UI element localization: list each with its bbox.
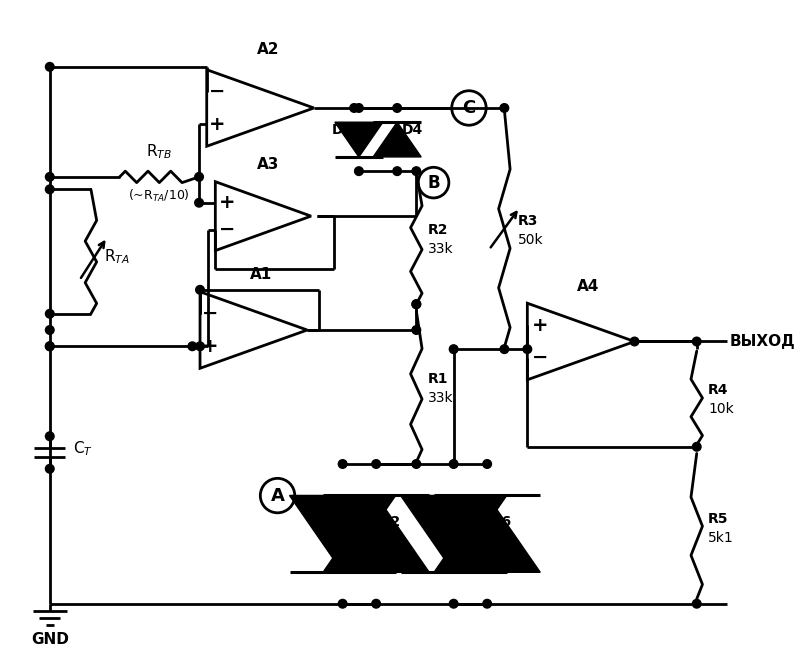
Text: D6: D6 (491, 516, 512, 529)
Circle shape (46, 309, 54, 318)
Text: −: − (209, 82, 226, 101)
Text: A: A (270, 486, 285, 504)
Text: −: − (218, 220, 235, 239)
Circle shape (46, 465, 54, 473)
Text: R4: R4 (708, 383, 729, 397)
Circle shape (412, 167, 421, 175)
Text: A4: A4 (578, 279, 600, 293)
Circle shape (354, 167, 363, 175)
Text: 10k: 10k (708, 403, 734, 416)
Circle shape (46, 432, 54, 440)
Text: D2: D2 (380, 516, 401, 529)
Circle shape (450, 600, 458, 608)
Text: +: + (209, 115, 226, 134)
Text: R3: R3 (518, 214, 538, 228)
Circle shape (483, 600, 491, 608)
Text: D5: D5 (430, 516, 452, 529)
Circle shape (693, 600, 701, 608)
Circle shape (693, 337, 701, 346)
Polygon shape (335, 122, 383, 157)
Text: 50k: 50k (518, 233, 543, 247)
Text: D3: D3 (332, 123, 353, 137)
Text: C: C (462, 99, 475, 117)
Circle shape (194, 173, 203, 181)
Circle shape (412, 326, 421, 334)
Polygon shape (373, 122, 421, 157)
Text: A1: A1 (250, 267, 272, 282)
Text: B: B (427, 174, 440, 192)
Text: +: + (531, 316, 548, 334)
Text: C$_T$: C$_T$ (73, 440, 93, 458)
Circle shape (450, 459, 458, 468)
Circle shape (393, 104, 402, 112)
Text: +: + (218, 193, 235, 212)
Circle shape (46, 63, 54, 71)
Text: R1: R1 (428, 372, 448, 386)
Text: +: + (202, 337, 218, 356)
Circle shape (354, 104, 363, 112)
Text: (~R$_{TA}$/10): (~R$_{TA}$/10) (129, 188, 190, 204)
Circle shape (46, 326, 54, 334)
Text: R$_{TB}$: R$_{TB}$ (146, 142, 172, 161)
Text: R$_{TA}$: R$_{TA}$ (104, 247, 130, 266)
Circle shape (450, 345, 458, 354)
Circle shape (350, 104, 358, 112)
Text: A3: A3 (257, 157, 279, 172)
Circle shape (372, 600, 381, 608)
Circle shape (188, 342, 197, 350)
Circle shape (500, 345, 509, 354)
Text: −: − (202, 304, 218, 323)
Text: R2: R2 (428, 223, 448, 237)
Text: R5: R5 (708, 512, 729, 525)
Circle shape (412, 300, 421, 309)
Circle shape (46, 342, 54, 350)
Circle shape (338, 600, 347, 608)
Circle shape (46, 342, 54, 350)
Polygon shape (323, 496, 430, 572)
Circle shape (630, 337, 639, 346)
Circle shape (412, 300, 421, 309)
Circle shape (372, 459, 381, 468)
Circle shape (523, 345, 532, 354)
Text: ВЫХОД: ВЫХОД (730, 334, 795, 349)
Text: D1: D1 (318, 516, 338, 529)
Text: A2: A2 (257, 42, 279, 58)
Circle shape (338, 459, 347, 468)
Circle shape (500, 104, 509, 112)
Text: GND: GND (31, 633, 69, 647)
Circle shape (483, 459, 491, 468)
Polygon shape (401, 496, 506, 572)
Circle shape (196, 342, 204, 350)
Circle shape (194, 198, 203, 207)
Polygon shape (434, 496, 540, 572)
Circle shape (393, 167, 402, 175)
Circle shape (196, 286, 204, 294)
Circle shape (46, 185, 54, 194)
Text: −: − (531, 348, 548, 368)
Text: D4: D4 (402, 123, 423, 137)
Circle shape (412, 459, 421, 468)
Text: 33k: 33k (428, 242, 454, 256)
Text: 33k: 33k (428, 391, 454, 405)
Circle shape (693, 442, 701, 451)
Circle shape (46, 173, 54, 181)
Polygon shape (290, 496, 396, 572)
Text: 5k1: 5k1 (708, 531, 734, 545)
